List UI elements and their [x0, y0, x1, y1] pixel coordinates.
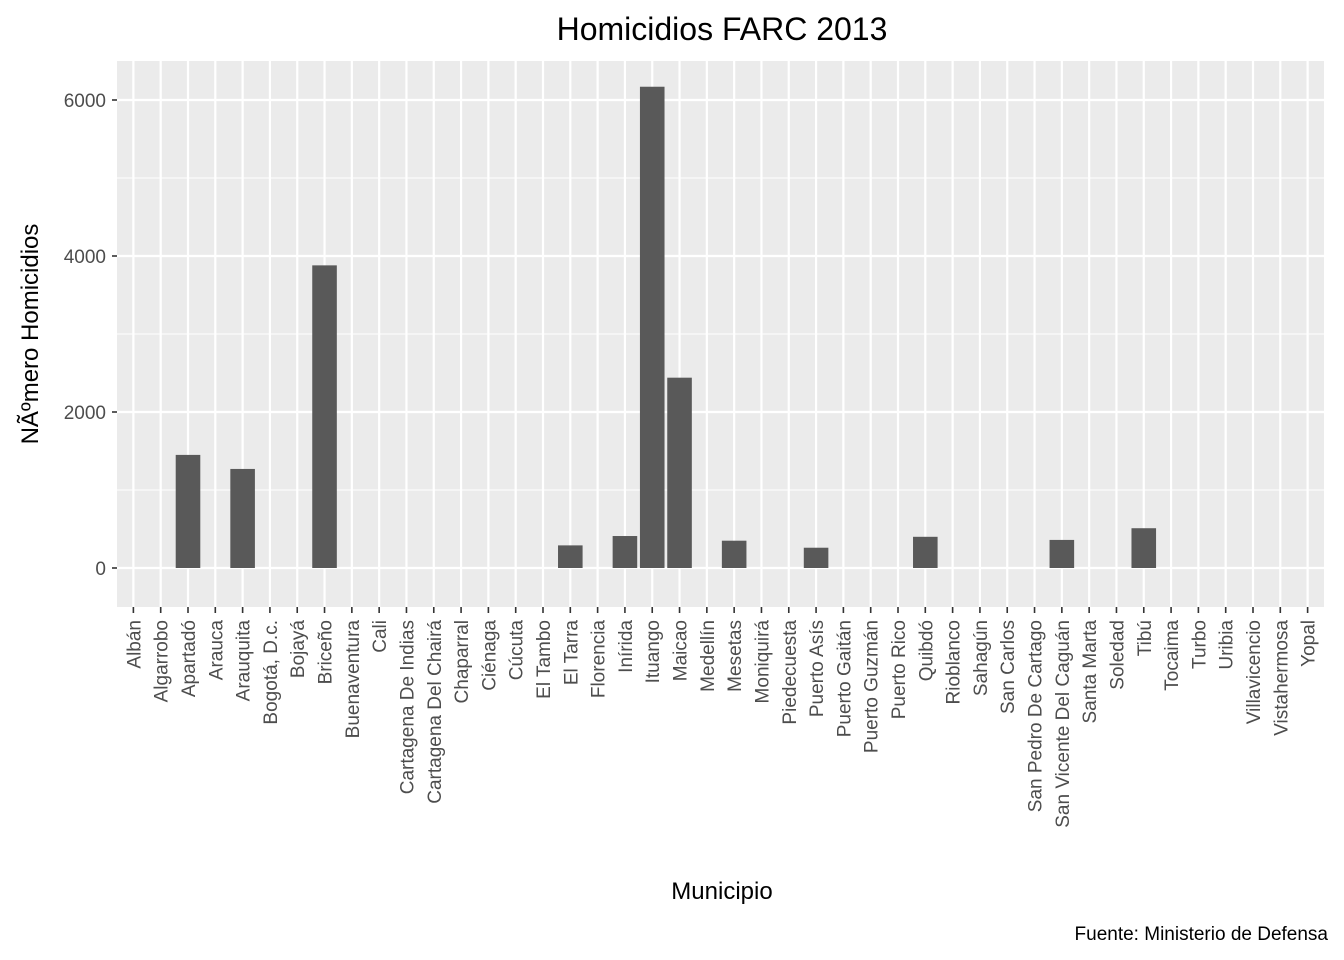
y-axis-title: NÃºmero Homicidios — [17, 224, 44, 445]
x-axis-title: Municipio — [671, 878, 772, 905]
y-tick-label: 2000 — [64, 403, 106, 424]
x-tick-label: Vistahermosa — [1271, 620, 1292, 736]
x-tick-label: San Pedro De Cartago — [1026, 620, 1047, 812]
x-tick-label: Cali — [370, 620, 391, 653]
x-tick-label: Santa Marta — [1080, 620, 1101, 724]
x-tick-label: Algarrobo — [152, 620, 173, 702]
bars — [175, 86, 1157, 569]
x-tick-label: Tibú — [1135, 620, 1156, 656]
x-tick-label: Tocaima — [1162, 620, 1183, 691]
x-tick-label: Mesetas — [725, 620, 746, 692]
x-tick-label: Uribia — [1217, 620, 1238, 670]
bar — [667, 377, 692, 568]
bar — [803, 547, 829, 568]
x-tick-label: Medellín — [698, 620, 719, 692]
x-tick-label: Buenaventura — [343, 620, 364, 739]
y-tick-label: 6000 — [64, 91, 106, 112]
x-tick-label: Puerto Gaitán — [834, 620, 855, 737]
x-tick-label: Bogotá, D.c. — [261, 620, 282, 725]
x-tick-label: Briceño — [316, 620, 337, 684]
x-tick-label: Albán — [124, 620, 145, 669]
bar — [312, 265, 337, 568]
y-tick-label: 4000 — [64, 247, 106, 268]
x-tick-label: Quibdó — [916, 620, 937, 681]
x-tick-label: Maicao — [671, 620, 692, 681]
x-tick-label: Apartadó — [179, 620, 200, 697]
x-tick-label: San Vicente Del Caguán — [1053, 620, 1074, 828]
x-tick-label: San Carlos — [998, 620, 1019, 714]
bar — [1131, 528, 1157, 568]
chart-title: Homicidios FARC 2013 — [557, 11, 888, 47]
bar — [1049, 539, 1075, 568]
x-tick-label: Puerto Guzmán — [862, 620, 883, 753]
x-tick-label: Bojayá — [288, 620, 309, 679]
x-tick-label: Arauquita — [234, 620, 255, 702]
x-tick-label: Soledad — [1107, 620, 1128, 690]
grid-major — [117, 61, 1324, 607]
bar — [913, 536, 938, 568]
x-tick-label: Cúcuta — [507, 620, 528, 681]
x-tick-label: Ciénaga — [479, 620, 500, 691]
bar — [230, 468, 255, 568]
x-tick-label: Arauca — [206, 620, 227, 681]
x-tick-label: Inírida — [616, 620, 637, 673]
x-tick-label: Rioblanco — [944, 620, 965, 705]
x-tick-label: Turbo — [1189, 620, 1210, 669]
y-axis-ticks: 0 2000 4000 6000 — [64, 91, 117, 580]
x-tick-label: Florencia — [589, 620, 610, 699]
x-tick-label: Cartagena Del Chairá — [425, 620, 446, 804]
x-tick-label: Chaparral — [452, 620, 473, 703]
bar — [721, 540, 747, 568]
x-tick-label: El Tarra — [561, 620, 582, 686]
x-tick-label: Piedecuesta — [780, 620, 801, 725]
x-axis-ticks: Albán Algarrobo Apartadó Arauca Arauquita Bog… — [124, 607, 1320, 828]
x-tick-label: Yopal — [1299, 620, 1320, 667]
x-tick-label: El Tambo — [534, 620, 555, 699]
chart-caption: Fuente: Ministerio de Defensa — [1075, 924, 1329, 945]
x-tick-label: Puerto Asís — [807, 620, 828, 717]
bar — [612, 536, 638, 568]
bar — [639, 86, 665, 569]
x-tick-label: Ituango — [643, 620, 664, 683]
x-tick-label: Puerto Rico — [889, 620, 910, 719]
x-tick-label: Cartagena De Indias — [397, 620, 418, 794]
bar — [175, 454, 201, 568]
y-tick-label: 0 — [95, 559, 106, 580]
x-tick-label: Moniquirá — [752, 620, 773, 704]
bar — [558, 545, 583, 568]
x-tick-label: Villavicencio — [1244, 620, 1265, 724]
x-tick-label: Sahagún — [971, 620, 992, 696]
